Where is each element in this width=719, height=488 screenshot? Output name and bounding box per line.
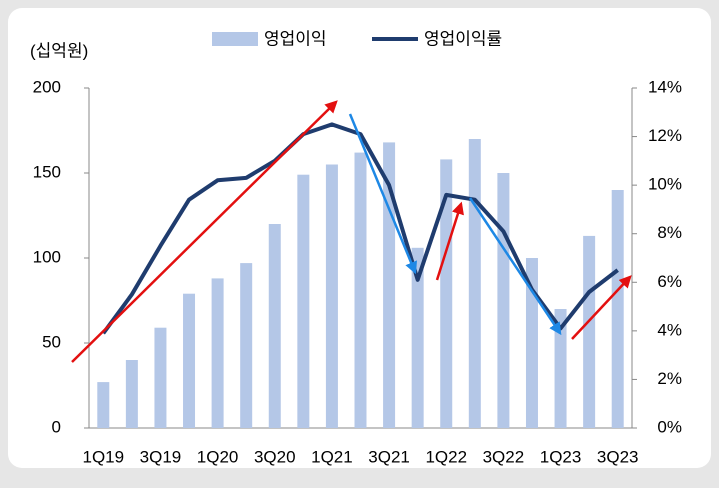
x-tick-label: 3Q23: [597, 447, 639, 466]
legend-swatch: [212, 32, 258, 46]
bar: [211, 278, 224, 428]
x-tick-label: 1Q23: [540, 447, 582, 466]
bar: [268, 224, 281, 428]
legend-label: 영업이익: [264, 29, 327, 48]
x-tick-label: 3Q22: [483, 447, 525, 466]
bar: [440, 159, 453, 428]
y2-tick-label: 12%: [648, 126, 682, 145]
y-tick-label: 200: [33, 77, 61, 96]
annotation-arrows: [71, 100, 632, 363]
bar: [297, 174, 310, 428]
x-tick-label: 1Q21: [311, 447, 353, 466]
bar: [325, 164, 338, 428]
bar: [611, 190, 624, 428]
legend-label: 영업이익률: [424, 29, 502, 48]
x-tick-label: 1Q20: [197, 447, 239, 466]
y2-tick-label: 14%: [648, 77, 682, 96]
y2-tick-label: 8%: [657, 223, 682, 242]
bar: [583, 235, 596, 428]
x-tick-label: 3Q19: [140, 447, 182, 466]
bar: [525, 258, 538, 428]
y-tick-label: 0: [52, 417, 61, 436]
x-tick-label: 1Q22: [425, 447, 467, 466]
y2-tick-label: 2%: [657, 369, 682, 388]
bar: [125, 360, 138, 428]
bar: [354, 152, 367, 428]
bar: [554, 309, 567, 428]
x-tick-label: 3Q20: [254, 447, 296, 466]
bar: [240, 263, 253, 428]
y-tick-label: 100: [33, 247, 61, 266]
bar: [154, 327, 167, 428]
bar: [468, 139, 481, 428]
bar: [97, 382, 110, 428]
x-tick-label: 1Q19: [82, 447, 124, 466]
y2-tick-label: 10%: [648, 175, 682, 194]
y2-tick-label: 0%: [657, 417, 682, 436]
bar: [411, 247, 424, 428]
y-tick-label: 50: [42, 332, 61, 351]
y-tick-label: 150: [33, 162, 61, 181]
y2-tick-label: 6%: [657, 272, 682, 291]
y-axis-label: (십억원): [30, 41, 88, 60]
y2-tick-label: 4%: [657, 320, 682, 339]
bar: [183, 293, 196, 428]
x-tick-label: 3Q21: [368, 447, 410, 466]
bar: [497, 173, 510, 428]
